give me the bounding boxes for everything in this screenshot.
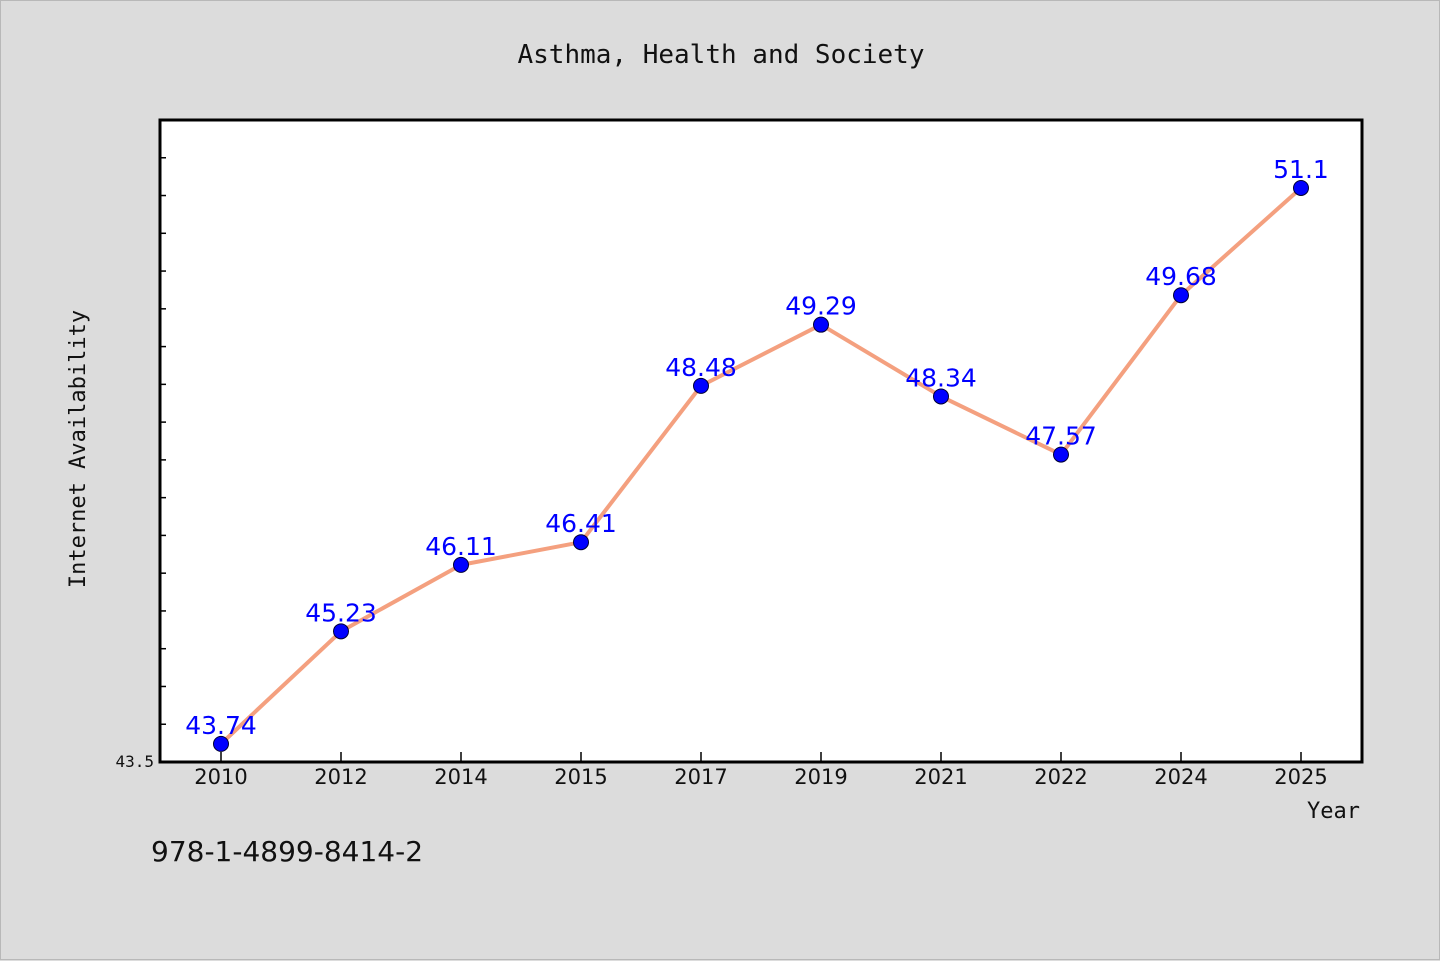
data-point-7 [1053, 446, 1069, 463]
y-tick-label-0: 43.5 [115, 752, 154, 771]
data-point-0 [213, 735, 229, 752]
data-label-0: 43.74 [185, 711, 257, 740]
x-tick-label-2: 2014 [434, 765, 487, 789]
x-axis-tick-labels: 2010 2012 2014 2015 2017 2019 2021 2022 2024 2025 [194, 765, 1327, 789]
data-point-4 [693, 377, 709, 394]
x-tick-label-1: 2012 [314, 765, 367, 789]
x-tick-label-5: 2019 [794, 765, 847, 789]
x-tick-label-3: 2015 [554, 765, 607, 789]
data-point-1 [333, 623, 349, 640]
data-label-2: 46.11 [425, 532, 497, 561]
series-line-0 [219, 185, 1303, 746]
x-axis-ticks [220, 752, 1302, 762]
data-label-3: 46.41 [545, 509, 617, 538]
plot-area [158, 118, 1364, 764]
x-tick-label-4: 2017 [674, 765, 727, 789]
data-labels: 43.74 45.23 46.11 46.41 48.48 49.29 48.34 47.57… [185, 155, 1329, 740]
data-label-8: 49.68 [1145, 262, 1217, 291]
chart-title: Asthma, Health and Society [518, 40, 925, 70]
data-point-6 [933, 388, 949, 405]
y-axis-label: Internet Availability [66, 310, 91, 588]
data-label-9: 51.1 [1273, 155, 1329, 184]
x-tick-label-0: 2010 [194, 765, 247, 789]
x-tick-label-7: 2022 [1034, 765, 1087, 789]
data-label-7: 47.57 [1025, 422, 1097, 451]
data-point-5 [813, 316, 829, 333]
x-tick-label-8: 2024 [1154, 765, 1207, 789]
x-tick-label-9: 2025 [1274, 765, 1327, 789]
x-axis-label: Year [1307, 799, 1360, 824]
data-label-1: 45.23 [305, 598, 377, 627]
data-point-2 [453, 556, 469, 573]
series-line-layer [219, 185, 1303, 746]
data-point-8 [1173, 287, 1189, 304]
y-axis-tick-labels: 43.5 [115, 752, 154, 771]
isbn-text: 978-1-4899-8414-2 [151, 835, 424, 868]
data-point-3 [573, 534, 589, 551]
data-label-5: 49.29 [785, 292, 857, 321]
y-axis-ticks [160, 157, 166, 725]
data-label-4: 48.48 [665, 353, 737, 382]
x-tick-label-6: 2021 [914, 765, 967, 789]
data-points [213, 179, 1309, 752]
data-label-6: 48.34 [905, 363, 977, 392]
data-point-9 [1293, 179, 1309, 196]
